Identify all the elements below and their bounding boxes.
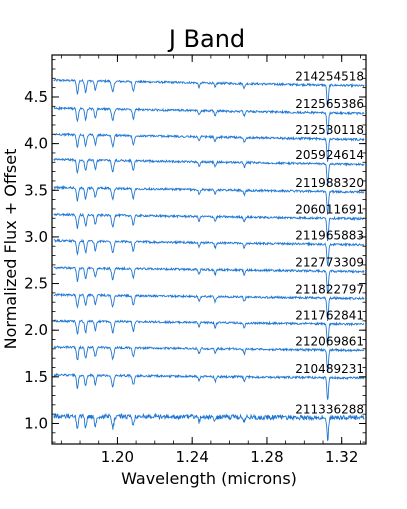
series-label: 211762841 xyxy=(295,308,364,322)
series-label: 212773309 xyxy=(295,256,364,270)
x-tick-label: 1.32 xyxy=(325,448,358,466)
spectrum-line xyxy=(53,105,365,136)
spectrum-line xyxy=(53,344,365,373)
spectrum-line xyxy=(53,78,365,107)
spectrum-line xyxy=(53,319,365,347)
series-label: 211336288 xyxy=(295,402,364,416)
y-tick-label: 1.5 xyxy=(24,368,48,386)
x-tick-label: 1.28 xyxy=(250,448,283,466)
y-tick-label: 4.5 xyxy=(24,88,48,106)
spectrum-line xyxy=(53,238,365,266)
series-label-layer: 214254518 212565386 212530118 205924614 2119… xyxy=(295,69,364,416)
series-label: 212530118 xyxy=(295,123,364,137)
y-tick-label: 2.0 xyxy=(24,321,48,339)
x-axis-label: Wavelength (microns) xyxy=(121,469,297,488)
spectrum-line xyxy=(53,412,365,441)
x-tick-label: 1.24 xyxy=(175,448,208,466)
spectrum-line xyxy=(53,184,365,215)
series-label: 211988320 xyxy=(295,176,364,190)
y-tick-label: 3.0 xyxy=(24,228,48,246)
spectrum-line xyxy=(53,372,365,400)
chart-title: J Band xyxy=(167,25,245,53)
spectrum-line xyxy=(53,132,365,162)
series-label: 212565386 xyxy=(295,97,364,111)
spectrum-line xyxy=(53,212,365,242)
x-tick-label: 1.20 xyxy=(101,448,134,466)
y-tick-label: 1.0 xyxy=(24,414,48,432)
y-axis-label: Normalized Flux + Offset xyxy=(1,149,20,350)
series-label: 211965883 xyxy=(295,229,364,243)
spectrum-line xyxy=(53,292,365,322)
series-label: 211822797 xyxy=(295,282,364,296)
series-layer xyxy=(53,78,365,441)
y-tick-label: 3.5 xyxy=(24,181,48,199)
spectrum-line xyxy=(53,157,365,187)
y-axis: 1.0 1.5 2.0 2.5 3.0 3.5 4.0 4.5 xyxy=(24,59,366,443)
series-label: 214254518 xyxy=(295,69,364,83)
series-label: 212069861 xyxy=(295,334,364,348)
series-label: 206011691 xyxy=(295,203,364,217)
spectrum-line xyxy=(53,265,365,294)
y-tick-label: 2.5 xyxy=(24,275,48,293)
y-tick-label: 4.0 xyxy=(24,135,48,153)
series-label: 210489231 xyxy=(295,362,364,376)
x-axis: 1.20 1.24 1.28 1.32 xyxy=(60,55,361,466)
series-label: 205924614 xyxy=(295,148,364,162)
plot-frame xyxy=(51,54,367,445)
